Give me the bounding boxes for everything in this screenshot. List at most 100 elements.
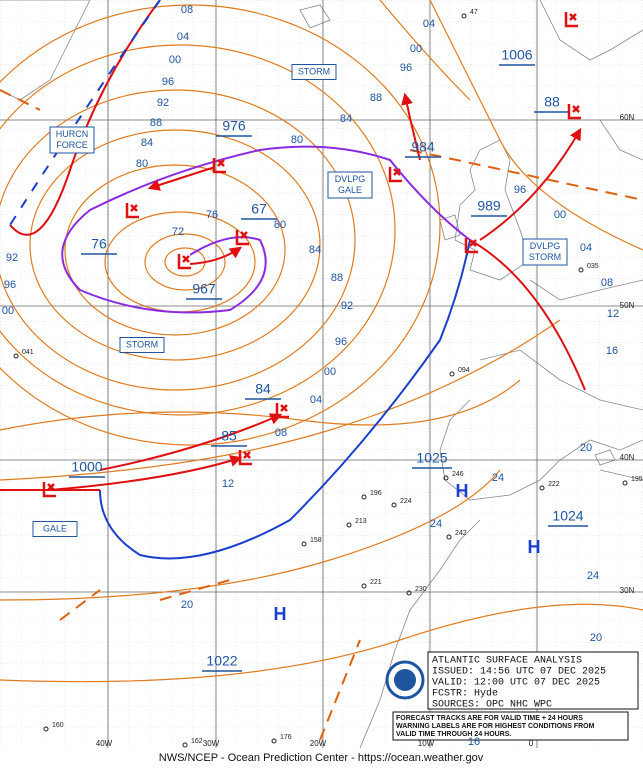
isobar-label: 92 [6,252,18,264]
note-line: VALID TIME THROUGH 24 HOURS. [396,731,511,738]
isobar-label: 00 [2,305,14,317]
station-label: 213 [355,518,367,525]
high-center: H [528,537,541,557]
isobar-label: 00 [324,366,336,378]
isobar-label: 80 [291,134,303,146]
warning-label: STORM [298,66,330,76]
info-line: FCSTR: Hyde [432,688,498,700]
station [361,494,367,500]
isobar-label: 04 [423,18,435,30]
high-pressure: 1025 [416,450,447,466]
isobar-label: 04 [177,31,189,43]
low-center [388,167,402,183]
isobar-label: 24 [430,518,442,530]
station-label: 196 [370,490,382,497]
station-label: 246 [452,471,464,478]
grid-label: 40W [96,739,113,748]
station-label: 162 [191,738,203,745]
station-label: 221 [370,579,382,586]
forecast-tracks [49,92,582,491]
warning-box [327,171,373,199]
high-center: H [456,481,469,501]
grid-label: 30N [620,586,635,595]
isobar-label: 20 [181,599,193,611]
station-label: 158 [310,537,322,544]
station [622,480,628,486]
grid-label: 30W [203,739,220,748]
noaa-logo-inner [394,669,416,691]
coastlines [0,0,643,749]
info-line: SOURCES: OPC NHC WPC [432,700,552,711]
low-pressure: 67 [251,201,267,217]
station-label: 160 [52,722,64,729]
station-label: 47 [470,9,478,16]
isobar-label: 84 [340,113,352,125]
info-line: VALID: 12:00 UTC 07 DEC 2025 [432,678,600,689]
isobar-label: 84 [141,137,153,149]
note-line: FORECAST TRACKS ARE FOR VALID TIME + 24 … [396,715,583,722]
isobar-label: 04 [310,394,322,406]
grid-label: 20W [310,739,327,748]
isobar-label: 12 [607,308,619,320]
isobar-label: 80 [274,219,286,231]
isobar-label: 92 [341,300,353,312]
high-pressure: 1024 [552,508,583,524]
info-line: ATLANTIC SURFACE ANALYSIS [432,656,582,667]
low-pressure: 984 [411,139,435,155]
low-center [42,482,56,498]
warning-label: HURCN [56,129,89,139]
isobar-label: 08 [601,277,613,289]
warning-box [32,521,78,537]
low-center [564,12,578,28]
station-label: 094 [458,367,470,374]
low-center [238,450,252,466]
station [182,742,188,748]
isobar-label: 88 [370,92,382,104]
station [578,267,584,273]
low-center [567,104,581,120]
note-line: WARNING LABELS ARE FOR HIGHEST CONDITION… [396,723,595,730]
station-label: 224 [400,498,412,505]
warning-label: FORCE [56,140,88,150]
station [271,738,277,744]
isobar-label: 12 [222,478,234,490]
dotted-grid [0,0,643,748]
warning-label: GALE [338,185,362,195]
isobar-label: 24 [587,570,599,582]
warning-box [119,337,165,353]
grid-label: 40N [620,453,635,462]
isobar-label: 96 [400,62,412,74]
station [539,485,545,491]
low-pressure: 1000 [71,459,102,475]
warning-label: GALE [43,523,67,533]
low-pressure: 989 [477,198,501,214]
low-pressure: 976 [222,118,246,134]
station [406,590,412,596]
isobar-label: 24 [492,472,504,484]
isobar-label: 00 [410,43,422,55]
low-center [177,254,191,270]
info-box [427,651,639,710]
isobar-label: 16 [468,736,480,748]
warning-label: STORM [529,252,561,262]
low-pressure: 76 [91,236,107,252]
warning-box [49,126,95,154]
grid-label: 60N [620,113,635,122]
warning-label: DVLPG [335,174,366,184]
station [301,541,307,547]
station [13,353,19,359]
station [391,502,397,508]
grid-label: 10W [418,739,435,748]
isobar-label: 92 [157,97,169,109]
note-box [392,711,629,741]
station [449,371,455,377]
isobar-label: 20 [590,632,602,644]
isobar-label: 00 [554,209,566,221]
isobar-label: 96 [4,279,16,291]
isobar-label: 08 [181,4,193,16]
fronts [0,0,643,741]
isobar-label: 08 [275,427,287,439]
isobars [0,0,643,683]
isobar-label: 04 [580,242,592,254]
